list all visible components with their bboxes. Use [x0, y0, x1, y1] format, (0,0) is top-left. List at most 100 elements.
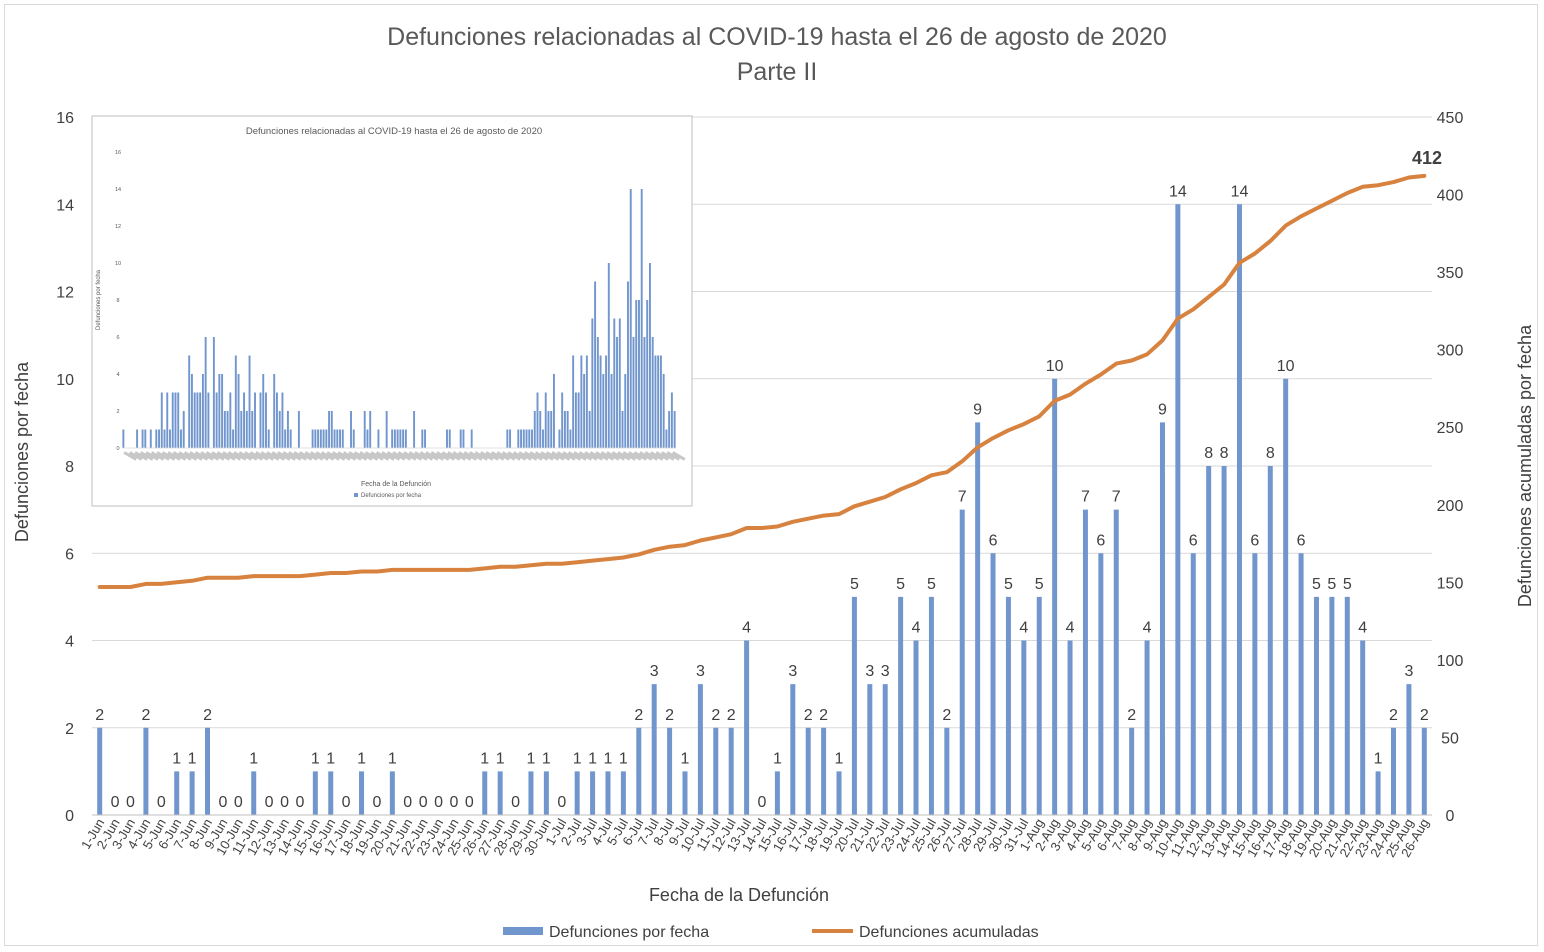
inset-bar: [670, 392, 673, 448]
inset-bar: [369, 411, 372, 448]
inset-bar: [223, 411, 226, 448]
inset-bar: [550, 411, 553, 448]
inset-x-tick-mark: [320, 451, 335, 461]
inset-bar: [177, 392, 180, 448]
inset-bar: [602, 374, 605, 448]
inset-bar: [547, 411, 550, 448]
bar-value-label: 7: [1081, 489, 1090, 506]
inset-bar: [399, 429, 402, 448]
inset-x-tick-mark: [282, 451, 297, 461]
bar: [944, 727, 950, 815]
bar: [728, 727, 734, 815]
inset-x-tick-mark: [578, 451, 593, 461]
bar: [1421, 727, 1427, 815]
inset-x-tick-mark: [386, 451, 401, 461]
inset-x-tick-mark: [490, 451, 505, 461]
inset-bar: [402, 429, 405, 448]
bar-value-label: 0: [157, 794, 166, 811]
inset-x-tick-mark: [436, 451, 450, 461]
inset-bar: [574, 392, 577, 448]
bar: [497, 771, 503, 815]
inset-x-tick-mark: [512, 451, 527, 461]
bar-value-label: 1: [496, 750, 505, 767]
bar: [898, 596, 904, 815]
inset-bar: [643, 337, 646, 448]
inset-bar: [319, 429, 322, 448]
bar: [574, 771, 580, 815]
inset-x-tick-mark: [600, 451, 615, 461]
inset-bar: [599, 355, 602, 448]
inset-bar: [446, 429, 448, 448]
y-right-tick-label: 100: [1437, 653, 1464, 670]
inset-bar: [275, 392, 278, 448]
inset-bar: [193, 392, 196, 448]
bar-value-label: 1: [480, 750, 489, 767]
inset-y-tick-label: 8: [116, 298, 119, 304]
inset-bar: [273, 374, 276, 448]
inset-bar: [657, 355, 660, 448]
bar-value-label: 14: [1231, 183, 1249, 200]
inset-bar: [182, 411, 185, 448]
inset-bar: [286, 411, 289, 448]
inset-bar: [385, 411, 388, 448]
bar: [1021, 640, 1027, 815]
bar: [851, 596, 857, 815]
inset-x-tick-mark: [337, 451, 351, 461]
inset-x-tick-mark: [128, 451, 143, 461]
inset-x-tick-mark: [529, 451, 543, 461]
y-right-tick-label: 250: [1437, 420, 1464, 437]
inset-bar: [424, 429, 427, 448]
inset-x-tick-mark: [381, 451, 395, 461]
inset-bar: [638, 300, 640, 448]
inset-bar: [561, 392, 564, 448]
inset-x-tick-labels: [123, 451, 686, 461]
inset-bar: [377, 429, 380, 448]
inset-bar: [404, 429, 407, 448]
bar: [882, 684, 888, 815]
inset-x-tick-mark: [145, 451, 159, 461]
bar: [590, 771, 596, 815]
y-axis-right-ticks: 0 50 100 150 200 250 300 350 400 450: [1437, 110, 1464, 825]
inset-x-tick-mark: [392, 451, 406, 461]
inset-chart: Defunciones relacionadas al COVID-19 has…: [91, 115, 693, 507]
bar: [928, 596, 934, 815]
inset-bar: [566, 411, 569, 448]
bar-value-label: 2: [804, 707, 813, 724]
inset-bar: [297, 411, 300, 448]
inset-x-tick-mark: [545, 451, 560, 461]
inset-bar: [328, 411, 331, 448]
bar: [836, 771, 842, 815]
inset-bar: [262, 374, 265, 448]
bar: [636, 727, 642, 815]
bar-value-label: 10: [1046, 358, 1064, 375]
bar: [1390, 727, 1396, 815]
inset-x-tick-mark: [150, 451, 165, 461]
inset-bar: [144, 429, 147, 448]
inset-bar: [569, 429, 572, 448]
inset-bar: [234, 355, 237, 448]
inset-x-tick-mark: [534, 451, 549, 461]
inset-bar: [221, 374, 224, 448]
inset-bar: [583, 374, 586, 448]
inset-bar: [215, 392, 218, 448]
bar-value-label: 8: [1266, 445, 1275, 462]
bar: [251, 771, 257, 815]
inset-bar: [635, 300, 638, 448]
inset-x-tick-mark: [353, 451, 368, 461]
inset-bar: [618, 318, 621, 448]
inset-x-tick-mark: [468, 451, 483, 461]
inset-bar: [448, 429, 451, 448]
inset-bar: [544, 392, 547, 448]
bar-value-label: 6: [1250, 532, 1259, 549]
bar: [1344, 596, 1350, 815]
inset-bar: [314, 429, 317, 448]
bar-value-label: 5: [1343, 576, 1352, 593]
inset-bar: [196, 392, 199, 448]
bar-value-label: 0: [419, 794, 428, 811]
inset-x-tick-mark: [211, 451, 225, 461]
line-series: [97, 173, 1427, 589]
inset-y-ticks: 0 2 4 6 8 10 12 14 16: [115, 150, 121, 452]
inset-bar: [659, 355, 662, 448]
inset-bar: [629, 189, 632, 448]
inset-x-tick-mark: [474, 451, 489, 461]
